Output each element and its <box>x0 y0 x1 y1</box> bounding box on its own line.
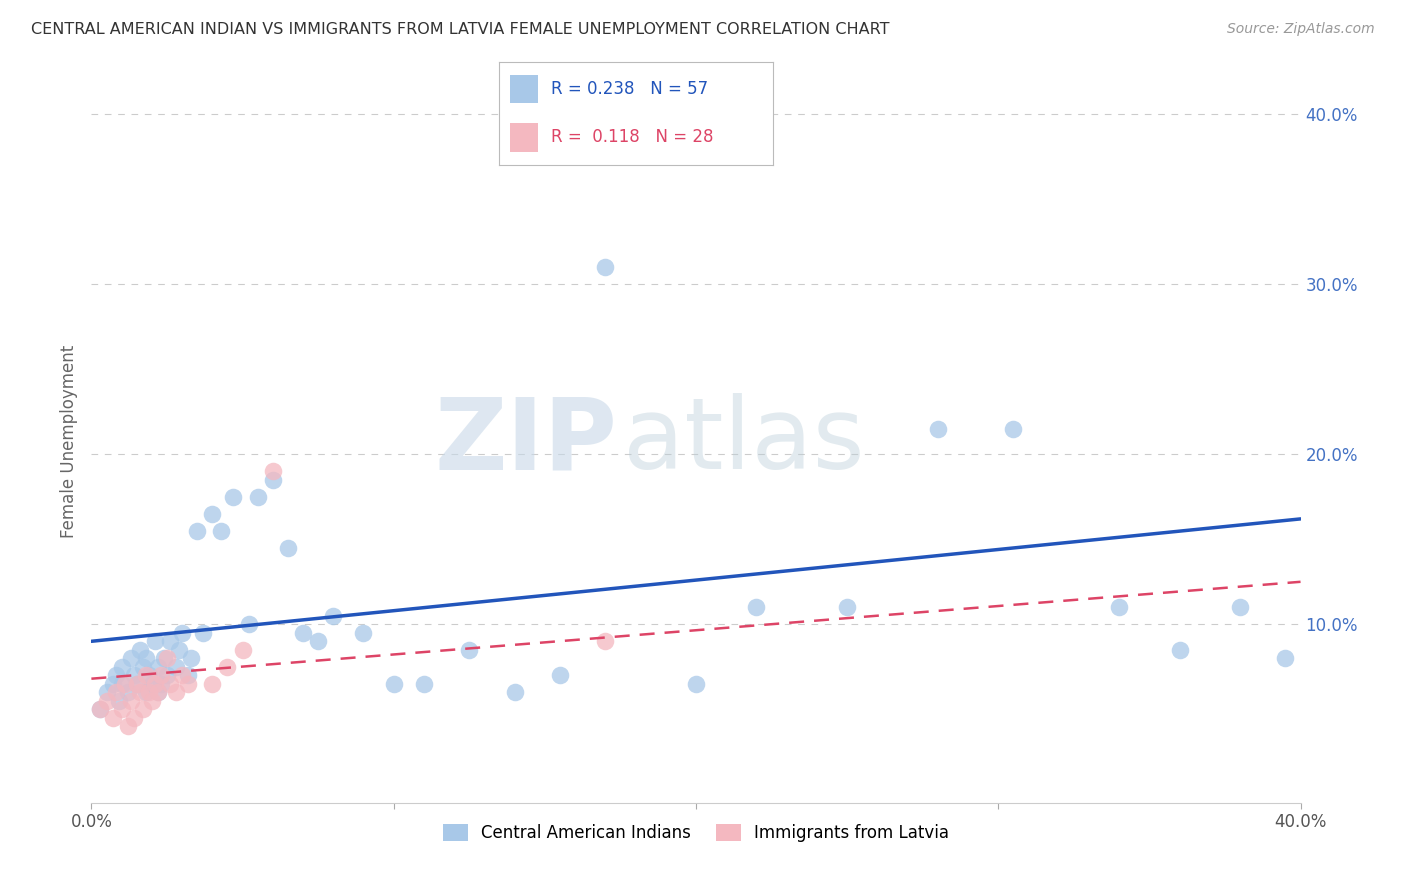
Point <box>165 660 187 674</box>
Point <box>172 625 194 640</box>
Point <box>222 490 245 504</box>
Point <box>125 677 148 691</box>
Point <box>165 685 187 699</box>
Point <box>835 600 858 615</box>
Point <box>1274 651 1296 665</box>
Point <box>177 677 200 691</box>
Point <box>745 600 768 615</box>
Text: atlas: atlas <box>623 393 865 490</box>
Point <box>132 660 155 674</box>
Point <box>177 668 200 682</box>
Point <box>117 685 139 699</box>
Point <box>135 685 157 699</box>
Point <box>1002 422 1025 436</box>
Point <box>307 634 329 648</box>
Point <box>548 668 571 682</box>
Point <box>201 677 224 691</box>
Point <box>927 422 949 436</box>
Point <box>352 625 374 640</box>
Point <box>262 473 284 487</box>
Point <box>89 702 111 716</box>
Point <box>141 677 163 691</box>
Point <box>382 677 405 691</box>
Point <box>217 660 239 674</box>
Point <box>1168 642 1191 657</box>
Point <box>114 677 136 691</box>
Point <box>146 685 169 699</box>
Bar <box>510 123 537 152</box>
Point <box>122 668 145 682</box>
Point <box>111 702 132 716</box>
Point <box>159 677 181 691</box>
Point <box>143 677 166 691</box>
Point <box>246 490 269 504</box>
Text: CENTRAL AMERICAN INDIAN VS IMMIGRANTS FROM LATVIA FEMALE UNEMPLOYMENT CORRELATIO: CENTRAL AMERICAN INDIAN VS IMMIGRANTS FR… <box>31 22 890 37</box>
Point <box>111 677 132 691</box>
Point <box>180 651 202 665</box>
Point <box>167 642 190 657</box>
Point <box>107 694 129 708</box>
Text: ZIP: ZIP <box>434 393 617 490</box>
Point <box>458 642 481 657</box>
Point <box>104 685 127 699</box>
Point <box>413 677 436 691</box>
Text: R = 0.238   N = 57: R = 0.238 N = 57 <box>551 80 709 98</box>
Point <box>685 677 707 691</box>
Point <box>153 651 176 665</box>
Point <box>231 642 253 657</box>
Point <box>132 702 155 716</box>
Point <box>209 524 232 538</box>
Point <box>1108 600 1130 615</box>
Point <box>104 668 127 682</box>
Point <box>101 677 124 691</box>
Point <box>156 651 179 665</box>
Point <box>146 660 169 674</box>
Point <box>238 617 260 632</box>
Point <box>262 464 284 478</box>
Point <box>138 685 160 699</box>
Text: R =  0.118   N = 28: R = 0.118 N = 28 <box>551 128 714 146</box>
Point <box>125 677 148 691</box>
Point <box>89 702 111 716</box>
Point <box>159 634 181 648</box>
Point <box>193 625 215 640</box>
Point <box>96 685 118 699</box>
Point <box>277 541 299 555</box>
Point <box>101 711 124 725</box>
Point <box>141 694 163 708</box>
Point <box>117 719 139 733</box>
Point <box>111 660 132 674</box>
Point <box>186 524 208 538</box>
Point <box>120 651 142 665</box>
Point <box>96 694 118 708</box>
Bar <box>510 75 537 103</box>
Point <box>146 685 169 699</box>
Point <box>143 634 166 648</box>
Point <box>149 668 172 682</box>
Point <box>128 642 150 657</box>
Point <box>120 694 142 708</box>
Point <box>322 608 344 623</box>
Point <box>138 668 160 682</box>
Point <box>149 677 172 691</box>
Text: Source: ZipAtlas.com: Source: ZipAtlas.com <box>1227 22 1375 37</box>
Point <box>595 634 617 648</box>
Point <box>128 685 150 699</box>
Y-axis label: Female Unemployment: Female Unemployment <box>59 345 77 538</box>
Point <box>292 625 315 640</box>
Point <box>172 668 194 682</box>
Point <box>135 651 157 665</box>
Point <box>122 711 145 725</box>
Point <box>1229 600 1251 615</box>
Point <box>201 507 224 521</box>
Point <box>595 260 617 275</box>
Point <box>503 685 526 699</box>
Point <box>135 668 157 682</box>
Point <box>156 668 179 682</box>
Legend: Central American Indians, Immigrants from Latvia: Central American Indians, Immigrants fro… <box>436 817 956 848</box>
